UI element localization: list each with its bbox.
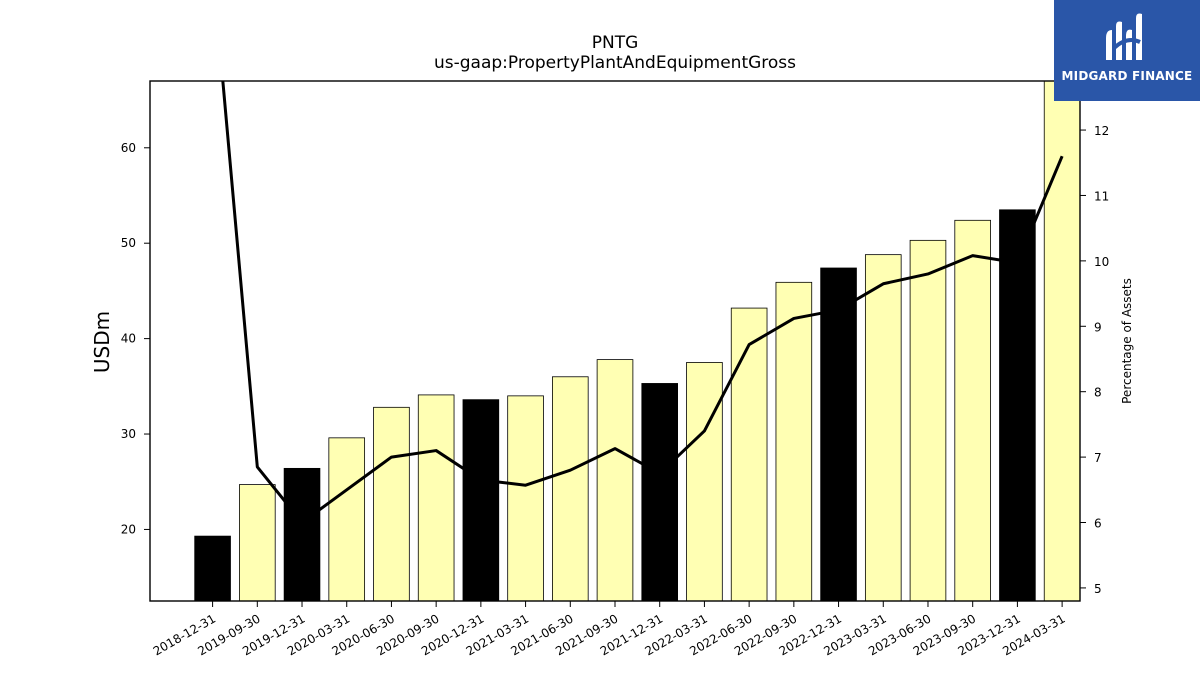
bar [775,281,813,602]
y-tick-label: 20 [121,522,136,536]
y2-tick-label: 7 [1094,451,1102,465]
y2-tick-label: 11 [1094,189,1109,203]
bar [328,437,366,602]
bars-layer [194,80,1081,602]
midgard-logo-icon [1106,13,1142,60]
logo-text: MIDGARD FINANCE [1061,69,1193,83]
chart-title: PNTG [592,33,639,53]
y2-tick-label: 5 [1094,582,1102,596]
bar [730,307,768,602]
bar [909,239,947,602]
bar [462,399,500,602]
y-tick-label: 50 [121,236,136,250]
bar [999,209,1036,602]
bar [1043,80,1081,602]
bar [641,383,678,602]
y2-tick-label: 6 [1094,517,1102,531]
brand-logo: MIDGARD FINANCE [1054,0,1200,101]
bar [239,484,276,602]
line-layer [221,81,1064,525]
bar [417,394,455,602]
y2-tick-label: 12 [1094,124,1109,138]
series-line [221,81,1064,525]
y2-axis-label: Percentage of Assets [1120,278,1134,404]
bar [596,359,634,602]
bar [283,467,321,602]
bar [373,406,410,602]
y-tick-label: 30 [121,427,136,441]
y2-tick-label: 9 [1094,320,1102,334]
y2-tick-label: 8 [1094,386,1102,400]
bar [820,267,857,602]
bar [686,362,723,602]
y-tick-label: 60 [121,141,136,155]
chart-subtitle: us-gaap:PropertyPlantAndEquipmentGross [434,53,796,73]
bar [954,219,991,602]
bar [552,376,589,602]
y-tick-label: 40 [121,332,136,346]
y-axis-label: USDm [90,311,114,373]
bar [864,254,902,602]
bar [194,535,231,602]
y2-tick-label: 10 [1094,255,1109,269]
bar [507,395,544,602]
